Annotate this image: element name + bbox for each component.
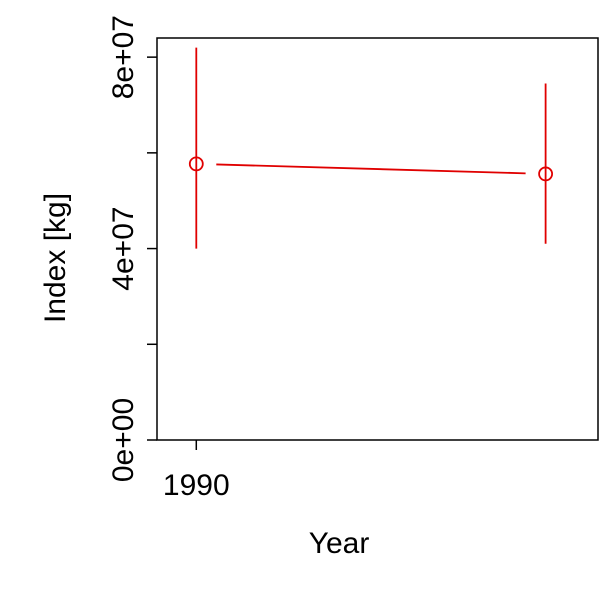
plot-frame xyxy=(156,37,599,441)
x-axis: 1990 xyxy=(163,440,230,502)
y-tick-label-4: 8e+07 xyxy=(107,15,140,99)
y-axis-label: Index [kg] xyxy=(39,193,72,323)
data-point-1 xyxy=(538,166,554,182)
y-axis: 0e+00 4e+07 8e+07 xyxy=(107,15,157,482)
x-axis-label: Year xyxy=(309,527,370,560)
y-tick-label-2: 4e+07 xyxy=(107,206,140,290)
data-marks xyxy=(188,47,554,249)
series-line-0-0 xyxy=(216,163,526,175)
x-tick-label-0: 1990 xyxy=(163,469,230,502)
data-point-0 xyxy=(188,156,204,172)
y-tick-label-0: 0e+00 xyxy=(107,398,140,482)
